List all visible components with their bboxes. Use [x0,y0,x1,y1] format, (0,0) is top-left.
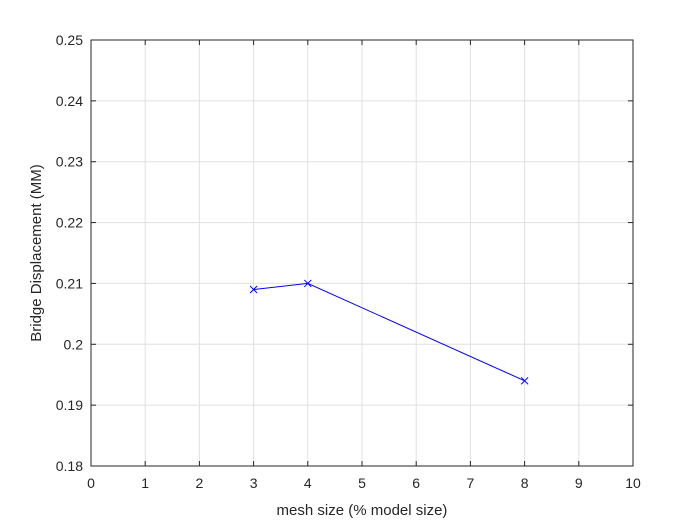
x-tick-label: 8 [521,475,529,491]
x-axis-title: mesh size (% model size) [277,502,448,519]
plot-area [90,39,634,467]
y-tick-label: 0.2 [64,336,84,352]
x-tick-label: 6 [412,475,420,491]
y-tick-label: 0.25 [56,32,83,48]
y-tick-labels: 0.18 0.19 0.2 0.21 0.22 0.23 0.24 0.25 [56,32,83,474]
x-tick-label: 7 [467,475,475,491]
x-tick-label: 0 [87,475,95,491]
y-tick-label: 0.21 [56,275,83,291]
x-tick-label: 3 [250,475,258,491]
x-tick-label: 5 [358,475,366,491]
y-tick-label: 0.22 [56,215,83,231]
y-tick-label: 0.24 [56,93,83,109]
x-tick-label: 1 [141,475,149,491]
marker-stroke [249,285,258,294]
x-tick-label: 9 [575,475,583,491]
marker-stroke [303,279,312,288]
axes-box [90,39,634,467]
x-tick-label: 4 [304,475,312,491]
y-tick-label: 0.19 [56,397,83,413]
y-tick-label: 0.18 [56,458,83,474]
data-series [249,279,529,385]
data-point-marker [303,279,312,288]
y-axis-title: Bridge Displacement (MM) [28,164,45,342]
axes [90,39,634,467]
x-tick-label: 2 [196,475,204,491]
y-tick-label: 0.23 [56,154,83,170]
x-tick-label: 10 [625,475,641,491]
data-point-marker [520,376,529,385]
marker-stroke [520,376,529,385]
data-point-marker [249,285,258,294]
x-tick-labels: 0 1 2 3 4 5 6 7 8 9 10 [87,475,641,491]
